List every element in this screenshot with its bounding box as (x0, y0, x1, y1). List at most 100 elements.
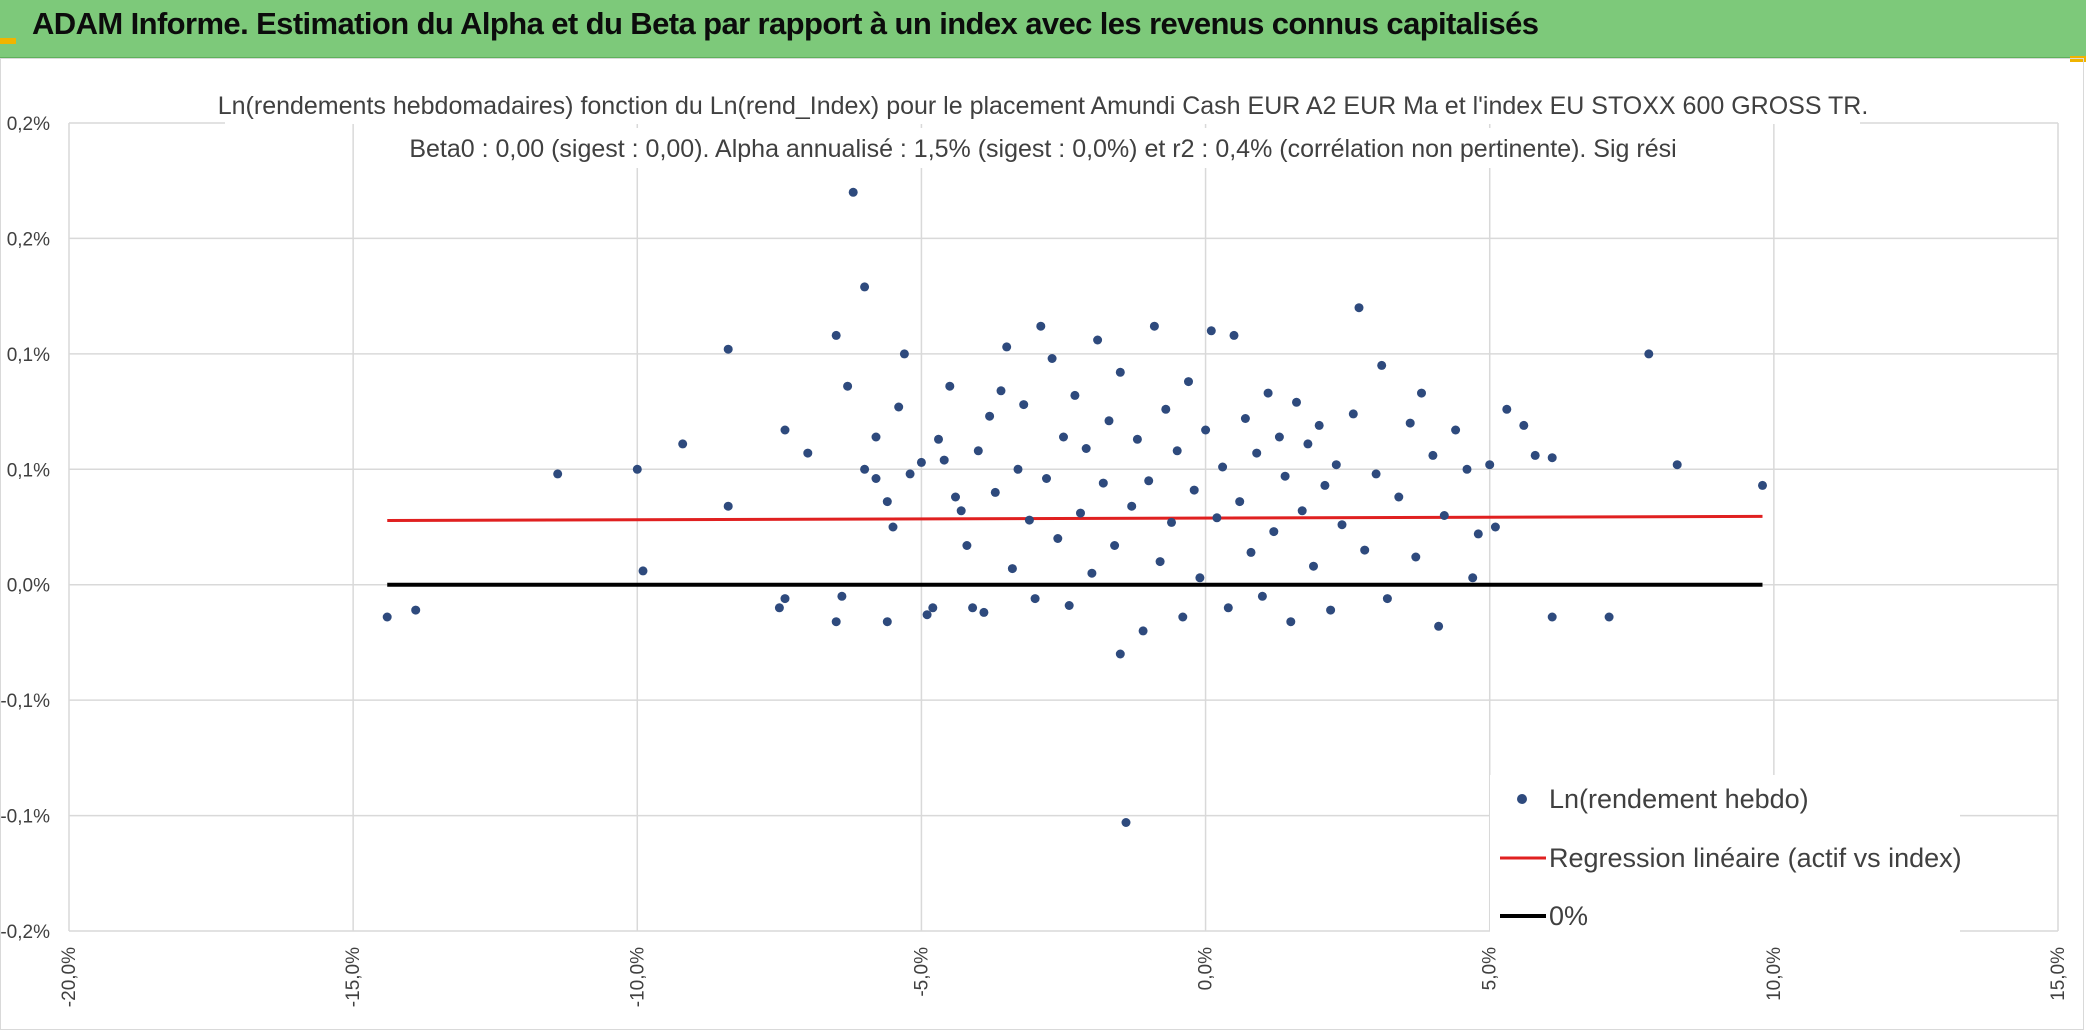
chart-title-line-2: Beta0 : 0,00 (sigest : 0,00). Alpha annu… (409, 135, 1676, 163)
data-point (1309, 561, 1318, 571)
data-point (1229, 330, 1239, 340)
data-point (831, 617, 841, 627)
data-point (1115, 649, 1125, 659)
legend-label-regression: Regression linéaire (actif vs index) (1549, 843, 1962, 873)
legend-label-zero: 0% (1549, 901, 1588, 931)
data-point (1473, 529, 1483, 539)
y-tick-label: -0,1% (0, 691, 50, 712)
data-point (1218, 462, 1228, 472)
data-point (962, 541, 972, 550)
data-point (882, 497, 892, 507)
data-point (1417, 388, 1426, 398)
data-point (848, 187, 858, 197)
x-tick-label: -15,0% (343, 947, 364, 1007)
y-tick-label: 0,0% (7, 576, 50, 597)
chart-area (0, 58, 2084, 1030)
y-axis: 0,2% 0,2% 0,1% 0,1% 0,0% -0,1% -0,1% -0,2% (0, 114, 50, 943)
data-point (1132, 434, 1142, 444)
data-point (1519, 420, 1529, 430)
data-point (1314, 420, 1324, 430)
data-point (1064, 601, 1074, 610)
data-point (1490, 522, 1500, 532)
data-point (1070, 390, 1080, 400)
data-point (1167, 517, 1176, 527)
data-point (951, 492, 960, 502)
data-point (1468, 573, 1478, 583)
legend-marker-points (1517, 794, 1527, 804)
data-point (996, 386, 1006, 396)
x-axis: -20,0% -15,0% -10,0% -5,0% 0,0% 5,0% 10,0% 15,0… (59, 947, 2069, 1007)
data-point (1428, 450, 1438, 460)
data-point (1115, 367, 1125, 377)
data-point (1257, 591, 1267, 601)
data-point (922, 610, 932, 620)
data-point (1292, 397, 1301, 407)
data-point (1672, 460, 1682, 470)
legend-label-points: Ln(rendement hebdo) (1549, 784, 1809, 814)
data-point (1223, 603, 1233, 613)
data-point (1240, 414, 1250, 423)
data-point (1019, 400, 1029, 410)
legend: Ln(rendement hebdo) Regression linéaire … (1490, 775, 1962, 935)
data-point (1286, 617, 1296, 627)
data-point (860, 282, 870, 292)
data-point (871, 432, 881, 442)
data-point (1326, 605, 1336, 615)
data-point (1059, 432, 1068, 442)
y-tick-label: 0,2% (7, 229, 50, 250)
chart-title-line-1: Ln(rendements hebdomadaires) fonction du… (218, 92, 1869, 120)
data-point (1110, 541, 1120, 550)
data-point (1042, 474, 1051, 483)
data-point (1195, 573, 1205, 583)
data-point (1297, 506, 1307, 516)
data-point (1547, 453, 1557, 463)
data-point (803, 448, 813, 458)
data-point (1547, 612, 1557, 622)
data-point (1405, 418, 1415, 428)
data-point (1434, 621, 1444, 631)
data-point (1604, 612, 1614, 622)
y-tick-label: 0,1% (7, 460, 50, 481)
corner-marker-right (2070, 56, 2086, 62)
data-point (956, 506, 966, 516)
legend-backing (1490, 775, 1960, 935)
data-point (1007, 564, 1017, 574)
y-tick-label: -0,1% (0, 807, 50, 828)
x-tick-label: 15,0% (2048, 947, 2069, 1001)
data-point (1462, 464, 1472, 474)
data-point (1246, 547, 1256, 557)
data-point (1320, 480, 1330, 490)
regression-line (387, 514, 1763, 523)
data-point (939, 455, 949, 465)
data-point (1155, 557, 1165, 567)
data-point (1394, 492, 1404, 502)
data-point (831, 330, 841, 340)
data-point (1337, 520, 1347, 530)
data-point (837, 591, 847, 601)
series-layer (382, 187, 1767, 827)
data-point (1303, 439, 1313, 449)
data-point (678, 439, 688, 449)
data-point (1184, 377, 1193, 387)
data-point (723, 501, 733, 511)
data-point (1263, 388, 1273, 398)
data-point (945, 381, 955, 391)
data-point (638, 566, 648, 576)
data-point (1348, 409, 1358, 419)
corner-marker-left (0, 38, 16, 44)
data-point (928, 603, 938, 613)
data-point (979, 607, 989, 617)
data-point (1149, 321, 1159, 331)
data-point (1377, 360, 1387, 370)
data-point (934, 434, 943, 444)
data-point (1024, 515, 1034, 525)
data-point (1371, 469, 1381, 479)
data-point (905, 469, 915, 479)
data-point (1530, 450, 1540, 460)
data-point (1189, 485, 1199, 495)
data-point (1098, 478, 1108, 488)
data-point (1280, 471, 1290, 481)
data-point (1053, 534, 1063, 543)
data-point (1047, 354, 1057, 363)
